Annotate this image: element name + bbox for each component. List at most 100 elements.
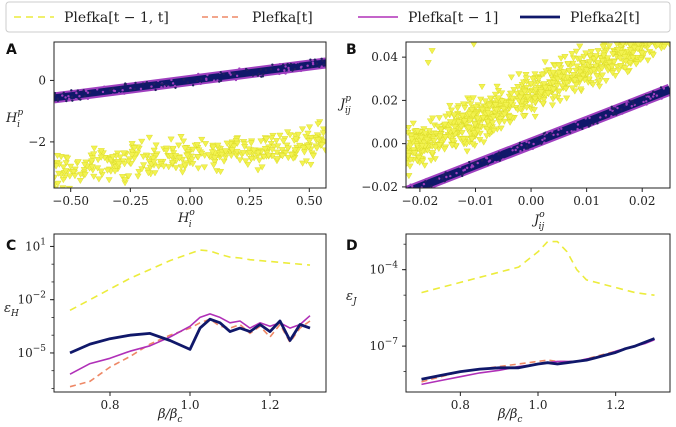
scatter-point-tm1t <box>598 72 606 79</box>
scatter-point-tm1t <box>556 98 564 105</box>
scatter-point-diagonal <box>54 91 57 95</box>
scatter-point-tm1t <box>239 150 247 157</box>
scatter-point-tm1t <box>491 91 499 98</box>
scatter-point-tm1t <box>247 156 256 163</box>
scatter-point-tm1t <box>162 148 170 155</box>
svg-text:Hoi: Ho i <box>177 208 195 230</box>
scatter-point-tm1t <box>179 138 188 145</box>
scatter-point-tm1t <box>149 155 157 162</box>
svg-text:Hpi: Hp i <box>5 108 23 130</box>
scatter-point-diagonal <box>283 71 286 75</box>
scatter-point-tm1t <box>540 97 548 104</box>
scatter-point-tm1t <box>314 121 322 128</box>
scatter-point-diagonal <box>518 141 522 145</box>
scatter-point-diagonal <box>406 191 408 193</box>
scatter-point-diagonal <box>592 122 595 126</box>
scatter-point-tm1t <box>467 101 475 108</box>
scatter-point-tm1t <box>59 185 67 188</box>
y-tick-label: −2 <box>28 135 46 149</box>
scatter-point-tm1t <box>421 130 429 137</box>
scatter-point-diagonal <box>260 75 263 78</box>
scatter-point-tm1t <box>660 32 666 37</box>
scatter-point-diagonal <box>519 149 522 153</box>
panel-C-series-tm1t <box>69 249 311 312</box>
scatter-point-diagonal <box>497 153 500 156</box>
scatter-point-tm1t <box>594 59 602 66</box>
scatter-point-tm1t <box>134 173 142 180</box>
scatter-point-tm1t <box>450 128 458 135</box>
scatter-point-diagonal <box>588 116 591 120</box>
scatter-point-tm1t <box>409 120 417 127</box>
scatter-point-tm1t <box>183 152 191 159</box>
panel-letter-B: B <box>346 42 357 58</box>
scatter-point-tm1t <box>305 124 314 131</box>
scatter-point-tm1t <box>446 102 454 110</box>
scatter-point-diagonal <box>284 65 287 68</box>
scatter-point-tm1t <box>624 69 632 76</box>
scatter-point-diagonal <box>511 149 514 152</box>
scatter-point-tm1t <box>468 136 476 143</box>
scatter-point-tm1t <box>474 127 482 134</box>
scatter-point-tm1t <box>466 117 474 125</box>
scatter-point-tm1t <box>429 115 437 122</box>
scatter-point-tm1t <box>278 147 286 154</box>
scatter-point-diagonal <box>160 86 163 89</box>
scatter-point-diagonal <box>88 91 92 94</box>
scatter-point-tm1t <box>309 153 317 160</box>
panel-D-plot-area <box>421 240 656 386</box>
scatter-point-tm1t <box>223 140 231 147</box>
scatter-point-tm1t <box>549 86 557 93</box>
scatter-point-tm1t-outlier <box>428 48 436 55</box>
scatter-point-diagonal <box>196 79 199 83</box>
scatter-point-diagonal <box>86 97 90 101</box>
scatter-point-diagonal <box>443 179 446 183</box>
scatter-point-tm1t <box>629 50 637 57</box>
scatter-point-diagonal <box>238 67 241 70</box>
scatter-point-tm1t <box>615 35 621 40</box>
scatter-point-tm1t <box>477 96 485 103</box>
scatter-point-diagonal <box>652 92 656 96</box>
scatter-point-tm1t <box>666 36 672 41</box>
scatter-point-tm1t <box>245 146 253 153</box>
scatter-point-tm1t <box>177 164 185 171</box>
scatter-point-diagonal <box>74 97 78 101</box>
scatter-point-tm1t <box>469 141 477 148</box>
panel-A-plot-area <box>54 57 326 188</box>
x-tick-label: −0.25 <box>112 194 149 208</box>
scatter-point-tm1t <box>193 142 201 149</box>
x-tick-label: 0.8 <box>100 398 119 412</box>
scatter-point-tm1t <box>605 43 613 50</box>
scatter-point-tm1t <box>610 59 618 66</box>
legend-label-tm1: Plefka[t − 1] <box>408 10 498 26</box>
scatter-point-tm1t <box>531 95 539 102</box>
scatter-point-tm1t <box>465 110 474 118</box>
scatter-point-tm1t <box>484 110 492 117</box>
scatter-point-diagonal <box>251 74 255 77</box>
scatter-point-tm1t <box>273 156 281 163</box>
scatter-point-tm1t <box>459 136 467 143</box>
scatter-point-tm1t <box>630 44 638 52</box>
scatter-point-tm1t <box>227 153 235 160</box>
scatter-point-tm1t <box>291 147 299 154</box>
scatter-point-diagonal <box>134 81 137 85</box>
scatter-point-tm1t <box>590 67 598 74</box>
x-tick-label: 0.50 <box>296 194 323 208</box>
scatter-point-tm1t <box>97 168 105 175</box>
scatter-point-diagonal <box>430 185 433 188</box>
scatter-point-diagonal <box>514 148 517 152</box>
scatter-point-tm1t <box>423 136 431 143</box>
scatter-point-tm1t <box>649 52 657 59</box>
scatter-point-tm1t <box>557 73 565 81</box>
scatter-point-diagonal <box>205 77 208 80</box>
scatter-point-tm1t <box>437 126 445 133</box>
scatter-point-diagonal <box>566 130 569 134</box>
panel-D: 0.8 1.0 1.2 10−7 10−4 <box>369 233 671 412</box>
scatter-point-tm1t <box>544 90 552 97</box>
svg-text:εJ: εJ <box>346 289 358 307</box>
panel-D-series-tm1 <box>421 339 655 386</box>
scatter-point-tm1t <box>124 158 132 165</box>
scatter-point-tm1t <box>608 63 616 70</box>
scatter-point-tm1t <box>254 167 262 174</box>
scatter-point-diagonal <box>78 95 81 98</box>
scatter-point-diagonal <box>262 72 265 76</box>
